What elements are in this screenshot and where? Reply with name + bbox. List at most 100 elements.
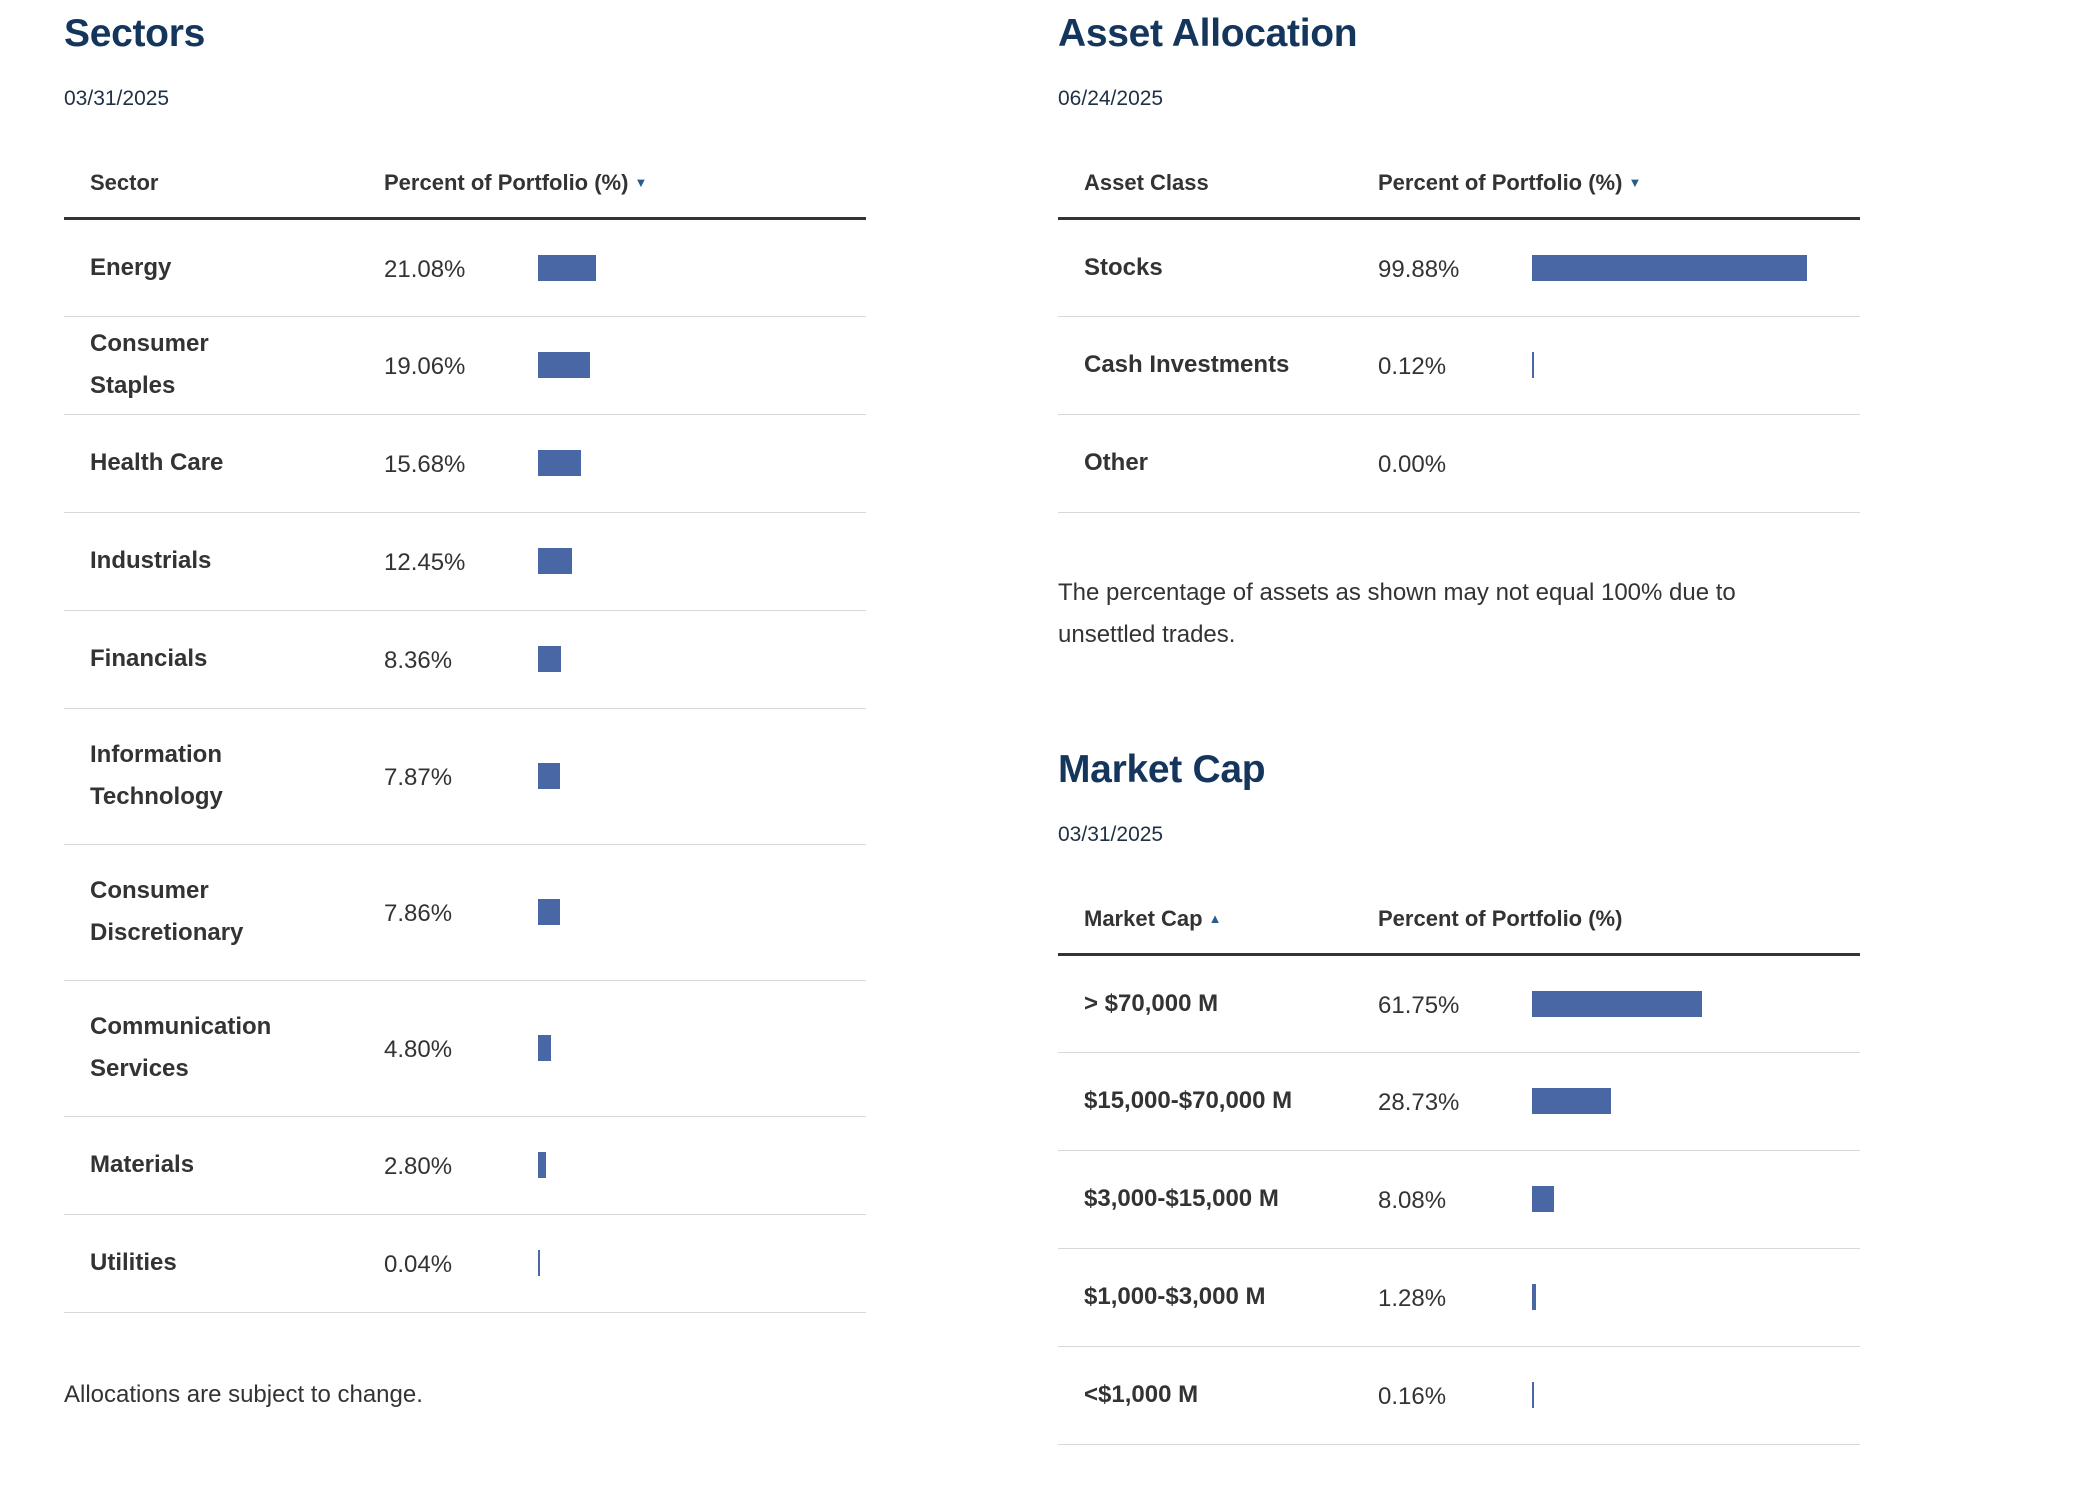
row-label: Communication Services [64,980,384,1117]
table-row: Consumer Discretionary 7.86% [64,844,866,981]
value-wrapper: 7.86% [384,896,866,928]
market-cap-column-label: Market Cap [1084,906,1203,931]
market-cap-section: Market Cap 03/31/2025 Market Cap ▲ Percen… [1058,736,1860,1445]
table-row: Cash Investments 0.12% [1058,316,1860,415]
asset-class-column-header[interactable]: Asset Class [1058,168,1378,220]
table-row: Industrials 12.45% [64,512,866,611]
row-value-cell: 15.68% [384,414,866,513]
value-wrapper: 0.00% [1378,447,1860,479]
asset-allocation-section: Asset Allocation 06/24/2025 Asset Class … [1058,0,1860,513]
value-wrapper: 28.73% [1378,1085,1860,1117]
percent-bar [538,1152,546,1178]
row-label: $3,000-$15,000 M [1058,1150,1378,1249]
percent-bar [1532,1382,1534,1408]
value-wrapper: 21.08% [384,252,866,284]
value-wrapper: 8.36% [384,643,866,675]
row-value-cell: 0.04% [384,1214,866,1313]
sectors-table-body: Energy 21.08% Consumer Staples 19.06% Health… [64,218,866,1313]
value-wrapper: 2.80% [384,1149,866,1181]
table-row: Utilities 0.04% [64,1214,866,1313]
percent-value: 99.88% [1378,255,1460,283]
bar-track [538,899,858,925]
asset-allocation-title: Asset Allocation [1058,12,1358,55]
table-row: $3,000-$15,000 M 8.08% [1058,1150,1860,1249]
bar-track [1532,450,1852,476]
value-wrapper: 7.87% [384,760,866,792]
market-cap-percent-column-header[interactable]: Percent of Portfolio (%) [1378,904,1860,956]
value-wrapper: 4.80% [384,1032,866,1064]
percent-value: 4.80% [384,1036,453,1063]
sector-column-label: Sector [90,170,159,195]
table-row: Other 0.00% [1058,414,1860,513]
percent-bar [1532,1186,1555,1212]
market-cap-table-body: > $70,000 M 61.75% $15,000-$70,000 M 28.73%… [1058,954,1860,1445]
percent-value: 61.75% [1378,991,1460,1019]
asset-allocation-table: Asset Class Percent of Portfolio (%) ▼ St… [1058,168,1860,513]
table-row: Consumer Staples 19.06% [64,316,866,415]
value-wrapper: 99.88% [1378,252,1860,284]
asset-allocation-as-of-date: 06/24/2025 [1058,87,1164,110]
row-label: Industrials [64,512,384,611]
bar-track [1532,990,1852,1017]
row-label: Materials [64,1116,384,1215]
percent-value: 7.86% [384,900,453,927]
table-row: Information Technology 7.87% [64,708,866,845]
market-cap-column-header[interactable]: Market Cap ▲ [1058,904,1378,956]
row-value-cell: 0.00% [1378,414,1860,513]
bar-track [538,763,858,789]
row-label: Health Care [64,414,384,513]
row-value-cell: 7.86% [384,844,866,981]
row-value-cell: 8.36% [384,610,866,709]
table-row: Stocks 99.88% [1058,218,1860,317]
row-label: Stocks [1058,218,1378,317]
table-row: Communication Services 4.80% [64,980,866,1117]
percent-column-header[interactable]: Percent of Portfolio (%) ▼ [384,168,866,220]
row-value-cell: 0.12% [1378,316,1860,415]
bar-track [538,1035,858,1061]
percent-value: 0.00% [1378,451,1447,478]
sort-down-icon[interactable]: ▼ [1628,175,1642,190]
asset-header-row: Asset Class Percent of Portfolio (%) ▼ [1058,168,1860,220]
value-wrapper: 8.08% [1378,1183,1860,1215]
row-value-cell: 61.75% [1378,954,1860,1053]
asset-class-column-label: Asset Class [1084,170,1209,195]
table-row: Health Care 15.68% [64,414,866,513]
percent-value: 8.08% [1378,1187,1447,1214]
percent-bar [538,646,561,672]
row-value-cell: 12.45% [384,512,866,611]
sector-column-header[interactable]: Sector [64,168,384,220]
table-row: <$1,000 M 0.16% [1058,1346,1860,1445]
sectors-as-of-date: 03/31/2025 [64,87,170,110]
row-value-cell: 4.80% [384,980,866,1117]
percent-value: 19.06% [384,353,466,380]
asset-percent-column-header[interactable]: Percent of Portfolio (%) ▼ [1378,168,1860,220]
row-value-cell: 28.73% [1378,1052,1860,1151]
percent-bar [538,899,560,925]
percent-value: 0.16% [1378,1383,1447,1410]
row-label: Energy [64,218,384,317]
row-label: > $70,000 M [1058,954,1378,1053]
bar-track [1532,1186,1852,1212]
percent-value: 7.87% [384,764,453,791]
row-label: Other [1058,414,1378,513]
percent-bar [1532,990,1702,1017]
market-cap-title: Market Cap [1058,748,1266,791]
percent-column-label: Percent of Portfolio (%) [384,170,629,195]
value-wrapper: 61.75% [1378,988,1860,1020]
bar-track [538,450,858,476]
percent-value: 1.28% [1378,1285,1447,1312]
bar-track [538,352,858,378]
percent-bar [538,450,582,476]
percent-bar [1532,254,1807,281]
row-value-cell: 1.28% [1378,1248,1860,1347]
bar-track [538,1152,858,1178]
value-wrapper: 19.06% [384,349,866,381]
percent-bar [538,1250,540,1276]
percent-bar [1532,352,1534,378]
sectors-header-row: Sector Percent of Portfolio (%) ▼ [64,168,866,220]
row-label: Financials [64,610,384,709]
value-wrapper: 0.04% [384,1247,866,1279]
percent-value: 15.68% [384,451,466,478]
sort-up-icon[interactable]: ▲ [1208,911,1222,926]
sort-down-icon[interactable]: ▼ [634,175,648,190]
